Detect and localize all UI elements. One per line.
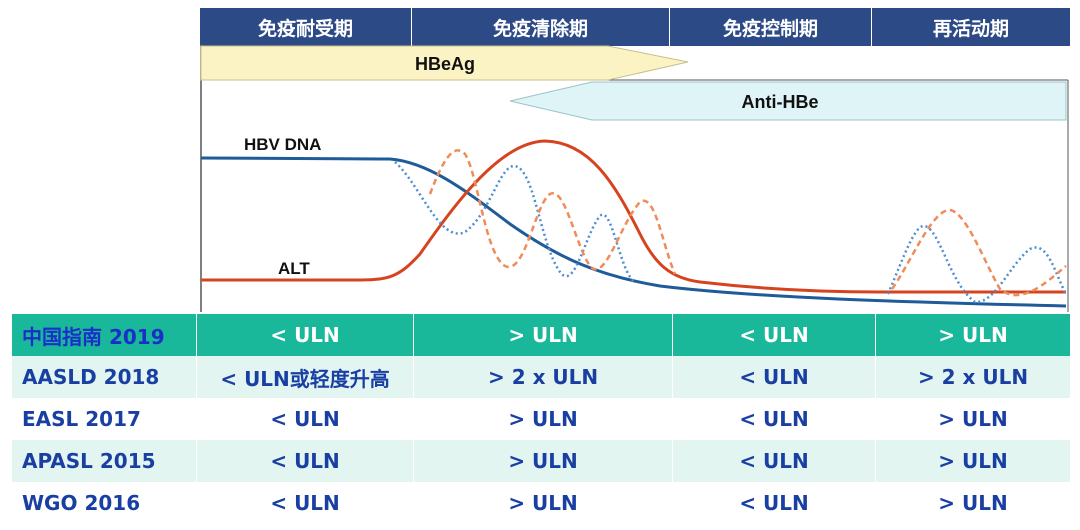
hbeag-label: HBeAg	[415, 54, 475, 74]
phase-immune-clearance: 免疫清除期	[412, 8, 670, 46]
hbv-dna-label: HBV DNA	[244, 135, 321, 154]
diagram-canvas: HBeAg Anti-HBe HBV DNA ALT	[200, 44, 1069, 312]
alt-threshold-cell: > 2 x ULN	[917, 365, 1029, 389]
alt-curve	[201, 139, 1066, 294]
column-divider	[672, 398, 674, 440]
column-divider	[196, 356, 198, 398]
column-divider	[875, 482, 877, 524]
column-divider	[672, 356, 674, 398]
phase-reactivation: 再活动期	[932, 17, 1009, 40]
alt-threshold-cell: > ULN	[938, 449, 1008, 473]
column-divider	[413, 398, 415, 440]
anti-hbe-arrow	[509, 81, 1067, 121]
alt-threshold-cell: < ULN	[739, 323, 809, 347]
column-divider	[196, 440, 198, 482]
column-divider	[413, 482, 415, 524]
column-divider	[875, 356, 877, 398]
hbv-dna-curve	[200, 156, 1067, 308]
guideline-row: EASL 2017 < ULN > ULN < ULN > ULN	[12, 398, 1070, 440]
guideline-name: WGO 2016	[22, 491, 141, 515]
alt-threshold-cell: > 2 x ULN	[487, 365, 599, 389]
alt-threshold-cell: < ULN或轻度升高	[220, 366, 390, 391]
guideline-row: APASL 2015 < ULN > ULN < ULN > ULN	[12, 440, 1070, 482]
alt-threshold-cell: < ULN	[739, 407, 809, 431]
guideline-name: 中国指南 2019	[22, 324, 165, 349]
guideline-row: WGO 2016 < ULN > ULN < ULN > ULN	[12, 482, 1070, 524]
guideline-row: 中国指南 2019 < ULN > ULN < ULN > ULN	[12, 314, 1070, 356]
alt-threshold-cell: < ULN	[270, 491, 340, 515]
guideline-row: AASLD 2018 < ULN或轻度升高 > 2 x ULN < ULN > 2 x …	[12, 356, 1070, 398]
anti-hbe-label: Anti-HBe	[742, 92, 819, 112]
column-divider	[672, 314, 674, 356]
column-divider	[196, 482, 198, 524]
alt-threshold-cell: < ULN	[739, 491, 809, 515]
alt-fluctuation	[428, 149, 1067, 297]
alt-threshold-cell: < ULN	[739, 449, 809, 473]
alt-threshold-cell: > ULN	[508, 407, 578, 431]
hbv-natural-history-diagram: HBeAg Anti-HBe HBV DNA ALT	[0, 44, 1080, 312]
alt-threshold-cell: < ULN	[270, 449, 340, 473]
column-divider	[875, 440, 877, 482]
alt-label: ALT	[278, 259, 310, 278]
column-divider	[413, 440, 415, 482]
column-divider	[875, 314, 877, 356]
hbeag-arrow	[200, 45, 689, 81]
guideline-name: APASL 2015	[22, 449, 156, 473]
column-divider	[413, 314, 415, 356]
alt-threshold-cell: > ULN	[508, 491, 578, 515]
alt-threshold-cell: < ULN	[739, 365, 809, 389]
phase-header: 免疫耐受期 免疫清除期 免疫控制期 再活动期	[200, 8, 1070, 46]
column-divider	[875, 398, 877, 440]
alt-threshold-cell: > ULN	[508, 323, 578, 347]
alt-threshold-cell: > ULN	[938, 491, 1008, 515]
column-divider	[413, 356, 415, 398]
column-divider	[672, 440, 674, 482]
alt-threshold-cell: < ULN	[270, 323, 340, 347]
guideline-alt-table: 中国指南 2019 < ULN > ULN < ULN > ULN AASLD 2018 <…	[12, 314, 1070, 524]
column-divider	[672, 482, 674, 524]
alt-threshold-cell: < ULN	[270, 407, 340, 431]
alt-threshold-cell: > ULN	[938, 407, 1008, 431]
alt-threshold-cell: > ULN	[938, 323, 1008, 347]
alt-threshold-cell: > ULN	[508, 449, 578, 473]
phase-immune-control: 免疫控制期	[670, 8, 872, 46]
column-divider	[196, 314, 198, 356]
hbv-dna-fluctuation	[394, 161, 1068, 304]
column-divider	[196, 398, 198, 440]
guideline-name: AASLD 2018	[22, 365, 160, 389]
guideline-name: EASL 2017	[22, 407, 141, 431]
phase-immune-tolerant: 免疫耐受期	[200, 8, 412, 46]
